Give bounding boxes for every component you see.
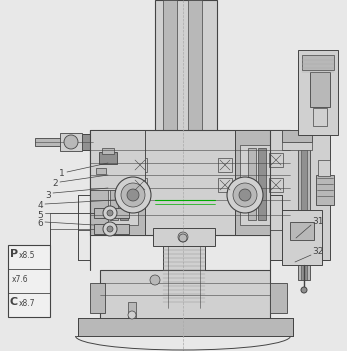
Text: 31: 31	[312, 218, 323, 226]
Circle shape	[64, 135, 78, 149]
Text: C: C	[10, 297, 18, 307]
Bar	[60, 133, 82, 151]
Circle shape	[127, 189, 139, 201]
Bar	[100, 270, 270, 320]
Circle shape	[115, 177, 151, 213]
Text: 3: 3	[45, 191, 51, 199]
Bar	[90, 130, 290, 235]
Bar	[290, 222, 314, 240]
Bar	[153, 228, 215, 246]
Text: 5: 5	[37, 211, 43, 219]
Circle shape	[121, 183, 145, 207]
Bar	[269, 153, 283, 167]
Bar	[188, 0, 202, 160]
Bar	[133, 178, 147, 192]
Bar	[133, 158, 147, 172]
Bar	[163, 246, 205, 308]
Circle shape	[107, 210, 113, 216]
Bar	[94, 224, 129, 234]
Bar	[155, 0, 217, 160]
Bar	[298, 50, 338, 135]
Bar	[313, 108, 327, 126]
Bar	[96, 168, 106, 174]
Bar	[128, 302, 136, 318]
Text: 6: 6	[37, 219, 43, 229]
Text: x8.5: x8.5	[19, 251, 35, 260]
Bar	[316, 175, 334, 205]
Circle shape	[107, 226, 113, 232]
Bar	[163, 0, 177, 160]
Circle shape	[227, 177, 263, 213]
Bar	[99, 152, 117, 164]
Bar	[301, 60, 307, 280]
Bar	[218, 178, 232, 192]
Bar	[170, 308, 198, 323]
Circle shape	[178, 232, 188, 242]
Circle shape	[103, 206, 117, 220]
Bar	[90, 283, 105, 313]
Bar	[240, 145, 270, 225]
Bar	[90, 130, 145, 190]
Bar	[310, 72, 330, 107]
Bar	[103, 170, 109, 175]
Bar	[90, 130, 145, 235]
Bar	[282, 142, 312, 150]
Text: P: P	[10, 249, 18, 259]
Bar	[94, 208, 129, 218]
Circle shape	[103, 222, 117, 236]
Circle shape	[301, 287, 307, 293]
Text: x7.6: x7.6	[12, 275, 28, 284]
Bar	[282, 130, 312, 142]
Bar	[110, 148, 118, 220]
Bar	[269, 178, 283, 192]
Bar	[35, 138, 93, 146]
Circle shape	[128, 311, 136, 319]
Circle shape	[233, 183, 257, 207]
Text: x8.7: x8.7	[19, 299, 35, 308]
Bar	[102, 148, 114, 154]
Bar	[235, 130, 290, 235]
Bar	[258, 148, 266, 220]
Circle shape	[239, 189, 251, 201]
Bar	[282, 210, 322, 265]
Bar	[78, 318, 293, 336]
Text: 1: 1	[59, 170, 65, 179]
Bar	[318, 160, 330, 176]
Bar	[100, 162, 112, 170]
Bar	[302, 55, 334, 70]
Text: 2: 2	[52, 179, 58, 188]
Bar	[8, 245, 50, 317]
Bar	[82, 134, 94, 150]
Circle shape	[150, 275, 160, 285]
Text: 32: 32	[312, 247, 323, 257]
Bar	[270, 130, 330, 260]
Bar	[270, 283, 287, 313]
Bar	[108, 145, 138, 225]
Bar	[218, 158, 232, 172]
Bar	[120, 148, 128, 220]
Text: 4: 4	[37, 201, 43, 211]
Bar	[298, 60, 310, 280]
Bar	[248, 148, 256, 220]
